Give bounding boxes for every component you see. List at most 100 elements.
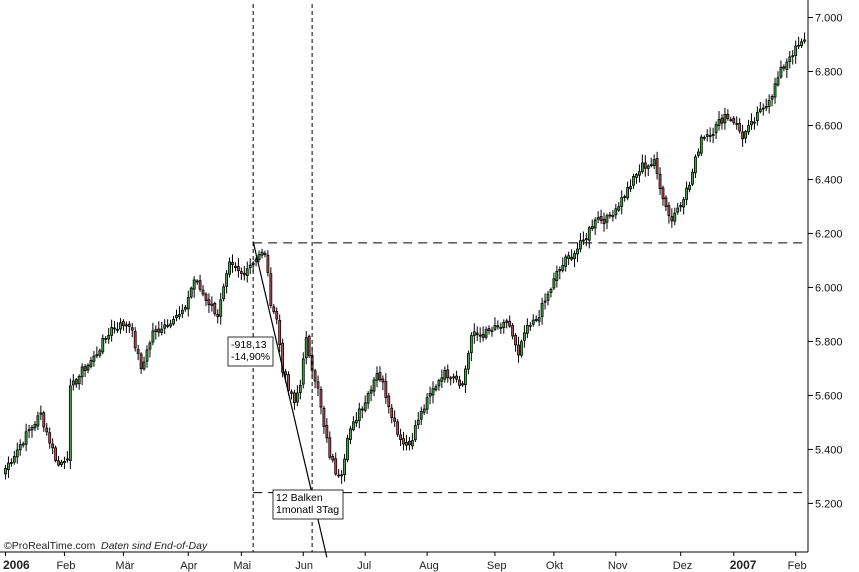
candle-body [124,324,128,327]
candle-body [596,217,600,220]
x-tick-label: Okt [546,560,563,572]
candle-body [590,225,594,230]
candle-body [210,303,214,306]
candle-body [469,335,473,354]
candle [531,314,535,327]
candle [505,318,509,329]
candle-body [514,335,517,346]
candle-body [60,461,63,466]
candle-body [511,325,515,337]
candle [546,290,550,306]
candle-body [36,415,40,427]
candle-body [416,419,420,425]
candle-body [408,441,411,446]
candle-body [9,461,13,464]
candle-body [484,329,488,338]
footer-brand[interactable]: ©ProRealTime.com [4,540,96,552]
candle [27,424,31,439]
candle [325,418,329,443]
candle [157,321,161,337]
candle-body [381,378,385,383]
candle [676,202,680,215]
candle [260,248,264,259]
candle [45,423,49,436]
candle-body [242,272,246,276]
candle [228,257,231,278]
candle [145,345,149,368]
candle-body [24,431,28,445]
candle-body [284,371,287,376]
candle-body [204,293,208,301]
candle-body [107,334,111,340]
candle [63,456,66,470]
candle-body [770,96,774,100]
candle-body [57,460,60,466]
annotation-text: 1monatl 3Tag [276,504,339,516]
candle-body [178,314,181,317]
candle-body [12,456,16,463]
candle [437,378,441,391]
candle [119,318,122,334]
candle [696,148,700,158]
candle-body [685,187,688,200]
candle [80,363,84,386]
candle [363,395,367,413]
candle-body [116,328,119,331]
candle-body [493,325,497,330]
candle-body [375,373,379,381]
candle [113,321,116,334]
candle [122,319,125,331]
candle-body [275,310,279,320]
candle-body [163,324,167,329]
candle [7,456,10,478]
candle [602,212,606,232]
candle-body [301,358,305,385]
candle-body [800,41,803,47]
candle-body [466,352,470,370]
candle [770,94,774,107]
candle-body [4,468,7,475]
candle [231,254,234,273]
candle-body [638,171,641,176]
candle-body [635,174,638,178]
candle [458,375,461,389]
candle-body [77,375,81,385]
candle [461,381,464,387]
candle-body [195,280,199,283]
candle [744,129,747,144]
candle-body [753,121,756,124]
candle-body [508,320,512,327]
candle [481,326,485,342]
candle-body [363,402,367,411]
candle [71,374,75,391]
candle-body [803,39,806,42]
candle-body [83,366,87,372]
candle [331,453,335,463]
candle [608,211,612,219]
candle-body [328,437,332,458]
candle-body [750,120,753,126]
candle-body [172,318,175,325]
candle [673,207,677,226]
candle [629,179,632,193]
candle [679,202,683,212]
candle-body [682,199,686,208]
candle-body [564,256,568,267]
candle-body [558,269,562,272]
candle [596,211,600,224]
axes-frame [0,0,809,553]
candle [360,406,364,419]
candle [98,348,102,358]
candle-body [387,395,391,408]
candle [764,98,768,112]
candle [640,154,644,174]
candle [65,451,69,463]
candle-body [39,412,43,415]
candle-body [478,334,482,337]
candle [18,439,22,456]
y-tick-label: 5.800 [815,336,843,348]
candle [225,270,229,294]
candle-body [248,264,252,269]
